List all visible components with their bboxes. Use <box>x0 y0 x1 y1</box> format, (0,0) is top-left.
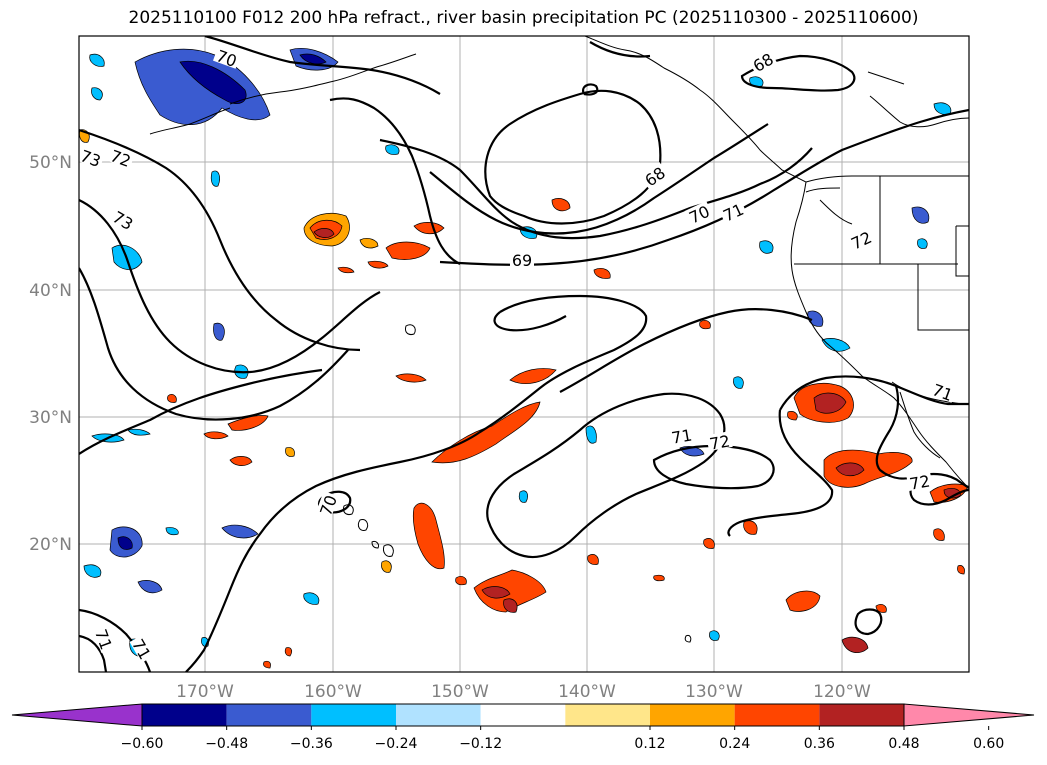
colorbar-tick-label: −0.24 <box>375 736 418 752</box>
colorbar-extend-low <box>11 703 143 727</box>
latitude-label: 30°N <box>29 408 72 428</box>
plot-title: 2025110100 F012 200 hPa refract., river … <box>128 8 919 28</box>
colorbar-tick-label: 0.60 <box>973 736 1004 752</box>
colorbar-segment <box>819 704 904 726</box>
colorbar-tick-label: −0.60 <box>121 736 164 752</box>
map-frame <box>78 35 970 673</box>
colorbar: −0.60 −0.48 −0.36 −0.24 −0.12 0.12 0.24 0.36 0.4… <box>11 703 1035 752</box>
map-background <box>79 36 969 672</box>
colorbar-tick-label: −0.48 <box>205 736 248 752</box>
colorbar-segment <box>311 704 396 726</box>
longitude-label: 170°W <box>176 682 234 702</box>
latitude-labels: 50°N 40°N 30°N 20°N <box>29 153 72 555</box>
colorbar-segment <box>226 704 312 726</box>
longitude-label: 140°W <box>558 682 616 702</box>
contour-label: 72 <box>708 431 731 453</box>
refractivity-contours <box>79 36 969 672</box>
longitude-label: 160°W <box>304 682 362 702</box>
longitude-label: 120°W <box>813 682 871 702</box>
coastlines <box>149 36 969 643</box>
colorbar-segment <box>734 704 820 726</box>
colorbar-segment <box>396 704 481 726</box>
positive-anomaly-shading <box>79 129 969 669</box>
latitude-label: 40°N <box>29 281 72 301</box>
contour-label: 72 <box>908 471 931 493</box>
colorbar-tick-label: 0.48 <box>888 736 919 752</box>
colorbar-extend-high <box>903 703 1035 727</box>
latitude-label: 20°N <box>29 535 72 555</box>
contour-label: 69 <box>512 251 532 270</box>
longitude-labels: 170°W 160°W 150°W 140°W 130°W 120°W <box>176 682 871 702</box>
colorbar-segment <box>480 704 566 726</box>
negative-anomaly-shading <box>83 48 952 657</box>
colorbar-tick-label: −0.12 <box>459 736 502 752</box>
longitude-label: 130°W <box>685 682 743 702</box>
colorbar-tick-label: 0.12 <box>634 736 665 752</box>
colorbar-tick-label: 0.36 <box>804 736 835 752</box>
longitude-label: 150°W <box>431 682 489 702</box>
contour-label: 71 <box>670 425 693 447</box>
colorbar-tick-label: −0.36 <box>290 736 333 752</box>
colorbar-segment <box>650 704 735 726</box>
colorbar-tick-label: 0.24 <box>719 736 750 752</box>
latitude-label: 50°N <box>29 153 72 173</box>
colorbar-segment <box>142 704 227 726</box>
colorbar-segment <box>565 704 650 726</box>
